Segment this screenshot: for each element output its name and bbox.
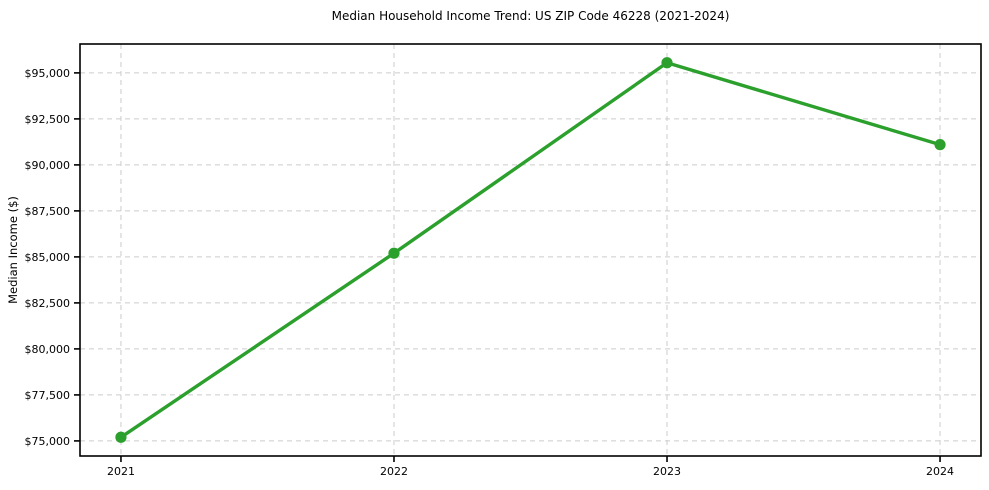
x-tick-label: 2023 — [653, 465, 681, 478]
chart-title: Median Household Income Trend: US ZIP Co… — [331, 9, 730, 23]
axes-frame — [79, 43, 982, 457]
data-point — [661, 57, 673, 69]
x-tick-label: 2021 — [107, 465, 135, 478]
data-point — [115, 431, 127, 443]
trend-line — [119, 61, 942, 439]
y-tick-label: $85,000 — [25, 251, 71, 264]
y-tick-label: $95,000 — [25, 67, 71, 80]
x-tick-label: 2024 — [926, 465, 954, 478]
y-tick-label: $90,000 — [25, 159, 71, 172]
y-tick-label: $77,500 — [25, 389, 71, 402]
y-tick-label: $75,000 — [25, 435, 71, 448]
x-tick-label: 2022 — [380, 465, 408, 478]
y-tick-label: $87,500 — [25, 205, 71, 218]
y-tick-label: $80,000 — [25, 343, 71, 356]
y-tick-label: $92,500 — [25, 113, 71, 126]
data-point — [388, 247, 400, 259]
data-point — [934, 139, 946, 151]
y-tick-label: $82,500 — [25, 297, 71, 310]
